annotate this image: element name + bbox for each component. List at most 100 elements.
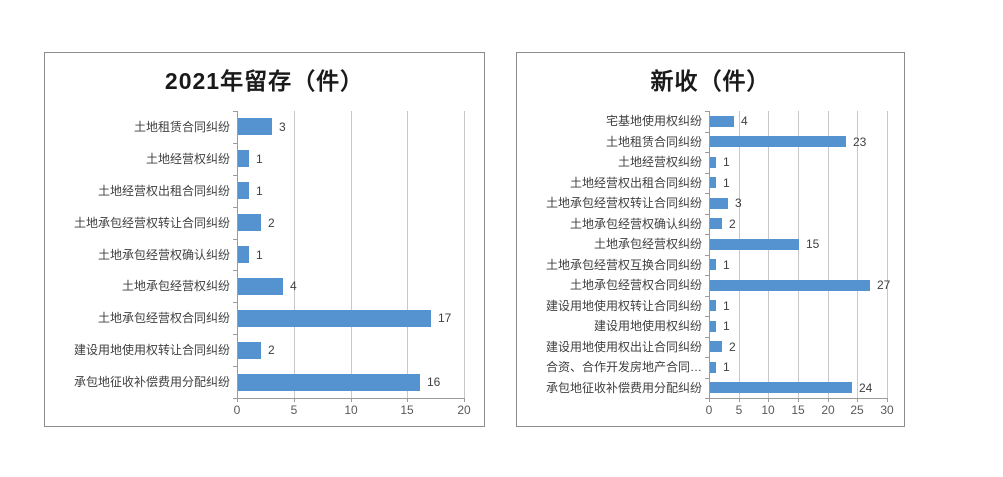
x-axis-tick bbox=[887, 398, 888, 402]
value-label: 1 bbox=[256, 152, 263, 166]
value-label: 2 bbox=[729, 217, 736, 231]
category-label: 宅基地使用权纠纷 bbox=[605, 114, 702, 128]
category-axis-tick bbox=[705, 316, 709, 317]
category-label: 土地承包经营权互换合同纠纷 bbox=[545, 258, 702, 272]
x-axis-tick-label: 20 bbox=[457, 403, 471, 417]
bar bbox=[710, 280, 870, 291]
category-axis-tick bbox=[233, 143, 237, 144]
chart-title: 2021年留存（件） bbox=[164, 68, 365, 94]
value-label: 3 bbox=[735, 196, 742, 210]
x-axis-tick bbox=[857, 398, 858, 402]
bar bbox=[238, 374, 420, 391]
value-label: 1 bbox=[723, 155, 730, 169]
category-label: 土地承包经营权合同纠纷 bbox=[97, 311, 230, 325]
x-axis-tick bbox=[828, 398, 829, 402]
category-axis-tick bbox=[705, 234, 709, 235]
category-axis-tick bbox=[705, 255, 709, 256]
gridline bbox=[294, 111, 295, 398]
category-axis-tick bbox=[233, 366, 237, 367]
category-label: 建设用地使用权转让合同纠纷 bbox=[545, 299, 702, 313]
value-label: 1 bbox=[723, 258, 730, 272]
gridline bbox=[768, 111, 769, 398]
category-label: 土地经营权出租合同纠纷 bbox=[97, 184, 230, 198]
value-label: 16 bbox=[427, 375, 441, 389]
category-axis-tick bbox=[705, 152, 709, 153]
gridline bbox=[798, 111, 799, 398]
bar bbox=[238, 214, 261, 231]
gridline bbox=[351, 111, 352, 398]
x-axis-tick-label: 15 bbox=[400, 403, 414, 417]
bar bbox=[710, 177, 716, 188]
category-axis-tick bbox=[233, 239, 237, 240]
chart-2021-carryover[interactable]: 2021年留存（件） 0 5 10 15 20 土地租赁合同纠纷 3 土地经营权纠纷 1 土地经营… bbox=[44, 52, 485, 427]
gridline bbox=[887, 111, 888, 398]
category-axis-tick bbox=[705, 275, 709, 276]
value-label: 2 bbox=[729, 340, 736, 354]
category-axis-tick bbox=[705, 337, 709, 338]
x-axis-tick bbox=[798, 398, 799, 402]
category-label: 土地经营权出租合同纠纷 bbox=[569, 176, 702, 190]
category-label: 土地租赁合同纠纷 bbox=[605, 135, 702, 149]
category-axis-tick bbox=[705, 173, 709, 174]
value-label: 4 bbox=[741, 114, 748, 128]
category-label: 建设用地使用权转让合同纠纷 bbox=[73, 343, 230, 357]
value-axis-line bbox=[237, 398, 465, 399]
x-axis-tick-label: 10 bbox=[344, 403, 358, 417]
value-label: 2 bbox=[268, 343, 275, 357]
category-axis-tick bbox=[705, 132, 709, 133]
chart-title: 新收（件） bbox=[650, 68, 771, 94]
value-label: 24 bbox=[859, 381, 873, 395]
bar bbox=[238, 278, 283, 295]
value-label: 3 bbox=[279, 120, 286, 134]
value-label: 1 bbox=[256, 248, 263, 262]
x-axis-tick-label: 0 bbox=[233, 403, 241, 417]
value-label: 4 bbox=[290, 279, 297, 293]
bar bbox=[238, 118, 272, 135]
category-axis-tick bbox=[233, 270, 237, 271]
bar bbox=[710, 300, 716, 311]
category-axis-tick bbox=[233, 398, 237, 399]
gridline bbox=[407, 111, 408, 398]
value-label: 1 bbox=[723, 319, 730, 333]
category-label: 土地承包经营权纠纷 bbox=[121, 279, 230, 293]
bar bbox=[710, 341, 722, 352]
value-axis-line bbox=[709, 398, 888, 399]
category-label: 土地经营权纠纷 bbox=[617, 155, 702, 169]
category-axis-tick bbox=[233, 334, 237, 335]
x-axis-tick bbox=[294, 398, 295, 402]
category-label: 承包地征收补偿费用分配纠纷 bbox=[73, 375, 230, 389]
category-axis-tick bbox=[705, 378, 709, 379]
gridline bbox=[464, 111, 465, 398]
x-axis-tick-label: 20 bbox=[821, 403, 835, 417]
category-axis-tick bbox=[705, 398, 709, 399]
chart-new-cases[interactable]: 新收（件） 0 5 10 15 20 25 30 宅基地使用权纠纷 4 土地租赁合同纠纷 23 土地经… bbox=[516, 52, 905, 427]
category-label: 承包地征收补偿费用分配纠纷 bbox=[545, 381, 702, 395]
category-label: 建设用地使用权纠纷 bbox=[593, 319, 702, 333]
category-label: 土地承包经营权转让合同纠纷 bbox=[73, 216, 230, 230]
category-axis-tick bbox=[705, 193, 709, 194]
x-axis-tick-label: 15 bbox=[791, 403, 805, 417]
bar bbox=[238, 310, 431, 327]
bar bbox=[710, 362, 716, 373]
x-axis-tick bbox=[237, 398, 238, 402]
x-axis-tick bbox=[739, 398, 740, 402]
bar bbox=[710, 382, 852, 393]
category-axis-tick bbox=[233, 207, 237, 208]
category-label: 土地承包经营权纠纷 bbox=[593, 237, 702, 251]
value-label: 23 bbox=[853, 135, 867, 149]
x-axis-tick bbox=[768, 398, 769, 402]
bar bbox=[238, 150, 249, 167]
x-axis-tick bbox=[464, 398, 465, 402]
value-label: 2 bbox=[268, 216, 275, 230]
category-axis-tick bbox=[705, 357, 709, 358]
bar bbox=[238, 182, 249, 199]
category-axis-line bbox=[237, 111, 238, 399]
x-axis-tick bbox=[709, 398, 710, 402]
value-label: 1 bbox=[723, 176, 730, 190]
bar bbox=[710, 239, 799, 250]
bar bbox=[710, 116, 734, 127]
x-axis-tick-label: 0 bbox=[705, 403, 713, 417]
category-label: 建设用地使用权出让合同纠纷 bbox=[545, 340, 702, 354]
value-label: 1 bbox=[723, 360, 730, 374]
